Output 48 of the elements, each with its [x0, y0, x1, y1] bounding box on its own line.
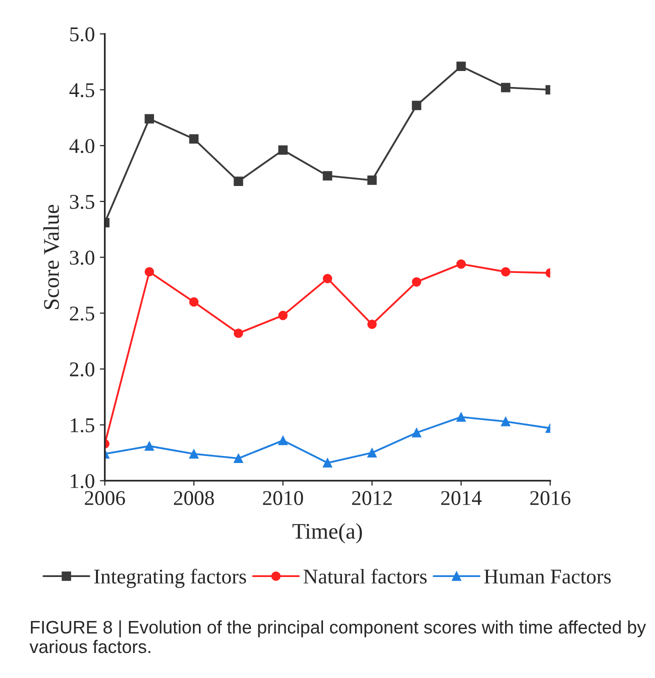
point — [144, 114, 154, 124]
x-tick-label: 2006 — [84, 491, 126, 506]
point — [367, 320, 377, 330]
y-tick-label: 1.0 — [70, 474, 94, 488]
point — [500, 416, 510, 426]
y-tick-label: 5.0 — [70, 27, 94, 42]
legend-label: Human Factors — [484, 570, 611, 584]
y-tick-label: 4.5 — [69, 83, 94, 98]
point — [189, 449, 199, 459]
y-axis-title: Score Value — [43, 204, 60, 309]
point — [412, 428, 422, 438]
x-tick-label: 2008 — [174, 491, 214, 506]
point — [189, 134, 199, 144]
y-tick-label: 2.0 — [70, 362, 94, 377]
caption: FIGURE 8 | Evolution of the principal component scores with time affected by various factors. — [30, 620, 646, 654]
point — [278, 310, 288, 320]
y-tick-label: 1.5 — [70, 418, 94, 432]
point — [412, 100, 422, 110]
point — [456, 259, 466, 269]
y-tick-label: 2.5 — [70, 306, 94, 321]
point — [278, 145, 288, 155]
point — [412, 277, 422, 287]
point — [278, 436, 288, 446]
point — [234, 328, 244, 338]
x-tick-label: 2012 — [352, 491, 392, 506]
point — [456, 62, 466, 71]
point — [322, 458, 332, 468]
point — [322, 171, 332, 180]
point — [500, 267, 510, 277]
y-tick-label: 3.5 — [70, 194, 94, 209]
x-tick-label: 2010 — [263, 491, 303, 506]
point — [322, 274, 332, 284]
x-axis-title: Time(a) — [292, 523, 362, 544]
x-tick-label: 2014 — [441, 491, 482, 506]
point — [234, 176, 244, 186]
y-tick-label: 4.0 — [69, 138, 94, 154]
point — [144, 441, 154, 451]
legend-label: Natural factors — [304, 568, 427, 584]
point — [500, 82, 510, 92]
point — [456, 412, 466, 422]
y-tick-label: 3.0 — [70, 250, 94, 265]
x-tick-label: 2016 — [530, 491, 570, 506]
point — [234, 454, 244, 464]
point — [189, 297, 199, 307]
point — [144, 267, 154, 277]
point — [367, 448, 377, 458]
legend-label: Integrating factors — [94, 568, 246, 588]
point — [367, 176, 377, 185]
